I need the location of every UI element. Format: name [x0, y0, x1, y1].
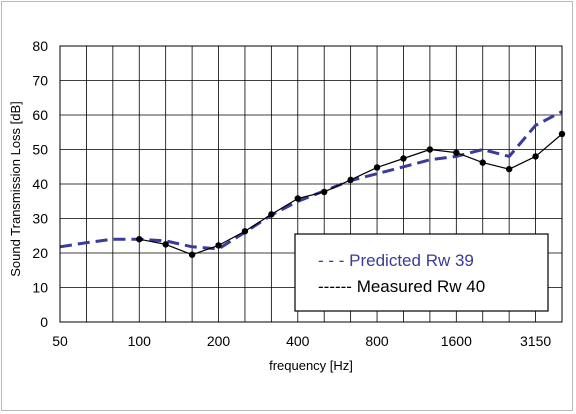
measured-point — [400, 155, 407, 162]
y-tick-label: 60 — [32, 107, 48, 123]
measured-point — [479, 159, 486, 166]
y-tick-label: 20 — [32, 245, 48, 261]
y-tick-label: 80 — [32, 38, 48, 54]
measured-point — [347, 176, 354, 184]
legend-predicted: - - - Predicted Rw 39 — [318, 251, 474, 270]
y-tick-label: 30 — [32, 211, 48, 227]
series-layer — [59, 110, 566, 258]
plot-border — [59, 45, 563, 323]
measured-point — [532, 153, 539, 160]
x-axis-title: frequency [Hz] — [269, 358, 353, 373]
measured-point — [321, 188, 328, 196]
measured-point — [453, 149, 460, 156]
measured-point — [241, 228, 249, 235]
tick-labels: 0 10 20 30 40 50 60 70 80 50 100 200 400 800 1600 3150 — [32, 38, 551, 349]
predicted-series-line — [59, 110, 563, 251]
measured-point — [505, 165, 513, 173]
legend-box — [294, 233, 549, 312]
y-tick-label: 0 — [40, 314, 48, 330]
y-tick-label: 70 — [32, 73, 48, 89]
x-tick-label: 200 — [207, 333, 231, 349]
x-tick-label: 800 — [365, 333, 389, 349]
x-tick-label: 400 — [286, 333, 310, 349]
measured-point — [268, 211, 275, 218]
y-tick-label: 10 — [32, 280, 48, 296]
measured-point — [373, 164, 381, 171]
measured-point — [188, 251, 196, 258]
x-tick-label: 3150 — [520, 333, 551, 349]
x-tick-label: 50 — [52, 333, 68, 349]
measured-point — [136, 236, 143, 243]
legend-measured: ------ Measured Rw 40 — [318, 277, 485, 296]
measured-point — [162, 241, 169, 248]
legend: - - - Predicted Rw 39 ------ Measured Rw… — [294, 233, 549, 312]
y-tick-label: 50 — [32, 142, 48, 158]
y-tick-label: 40 — [32, 176, 48, 192]
measured-point — [294, 195, 301, 202]
x-tick-label: 100 — [128, 333, 152, 349]
y-axis-title: Sound Transmission Loss [dB] — [8, 101, 23, 277]
measured-point — [426, 146, 434, 153]
measured-point — [215, 242, 222, 249]
x-tick-label: 1600 — [441, 333, 472, 349]
